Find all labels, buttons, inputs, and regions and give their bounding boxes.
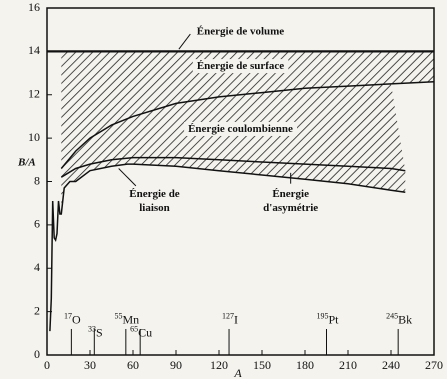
annotation: d'asymétrie (263, 202, 318, 214)
element-mass: 195 (316, 311, 328, 320)
annotation: Énergie coulombienne (188, 123, 293, 135)
element-label: 33S (88, 324, 103, 339)
element-mass: 65 (130, 324, 138, 333)
element-symbol: Bk (398, 312, 412, 326)
annotation: Énergie de surface (197, 60, 284, 72)
x-tick-label: 210 (339, 358, 357, 372)
curve (60, 80, 435, 169)
x-tick-label: 270 (425, 358, 443, 372)
element-label: 127I (222, 311, 238, 326)
y-tick-label: 8 (34, 173, 40, 187)
element-symbol: Mn (122, 312, 139, 326)
element-symbol: O (72, 312, 81, 326)
element-symbol: Pt (328, 312, 339, 326)
annotation: liaison (139, 202, 170, 214)
element-label: 65Cu (130, 324, 152, 339)
element-symbol: Cu (138, 325, 152, 339)
x-tick-label: 30 (84, 358, 96, 372)
y-tick-label: 0 (34, 347, 40, 361)
annotation-box (184, 121, 298, 136)
asymmetry-band (61, 157, 406, 214)
arrow (178, 33, 191, 50)
arrow (118, 168, 137, 187)
element-label: 195Pt (316, 311, 339, 326)
curve (49, 163, 406, 332)
element-mass: 55 (114, 311, 122, 320)
x-tick-label: 120 (210, 358, 228, 372)
x-tick-label: 150 (253, 358, 271, 372)
annotation-box (192, 59, 289, 74)
element-label: 245Bk (386, 311, 412, 326)
y-tick-label: 10 (28, 130, 40, 144)
curve (60, 156, 406, 178)
element-mass: 33 (88, 324, 96, 333)
x-tick-label: 180 (296, 358, 314, 372)
y-tick-label: 16 (28, 0, 40, 14)
annotation: Énergie de (129, 188, 180, 200)
element-symbol: I (234, 312, 238, 326)
element-symbol: S (96, 325, 103, 339)
element-mass: 245 (386, 311, 398, 320)
surface-band (61, 51, 435, 169)
element-label: 55Mn (114, 311, 139, 326)
y-axis-label: B/A (17, 157, 36, 169)
y-tick-label: 4 (34, 260, 40, 274)
x-tick-label: 240 (382, 358, 400, 372)
annotation: Énergie (272, 188, 309, 200)
x-tick-label: 60 (127, 358, 139, 372)
y-tick-label: 14 (28, 43, 40, 57)
y-tick-label: 6 (34, 217, 40, 231)
element-label: 17O (64, 311, 81, 326)
element-mass: 127 (222, 311, 234, 320)
x-axis-label: A (233, 366, 242, 379)
element-mass: 17 (64, 311, 72, 320)
y-tick-label: 12 (28, 87, 40, 101)
annotation: Énergie de volume (197, 25, 284, 37)
x-tick-label: 0 (44, 358, 50, 372)
x-tick-label: 90 (170, 358, 182, 372)
y-tick-label: 2 (34, 303, 40, 317)
